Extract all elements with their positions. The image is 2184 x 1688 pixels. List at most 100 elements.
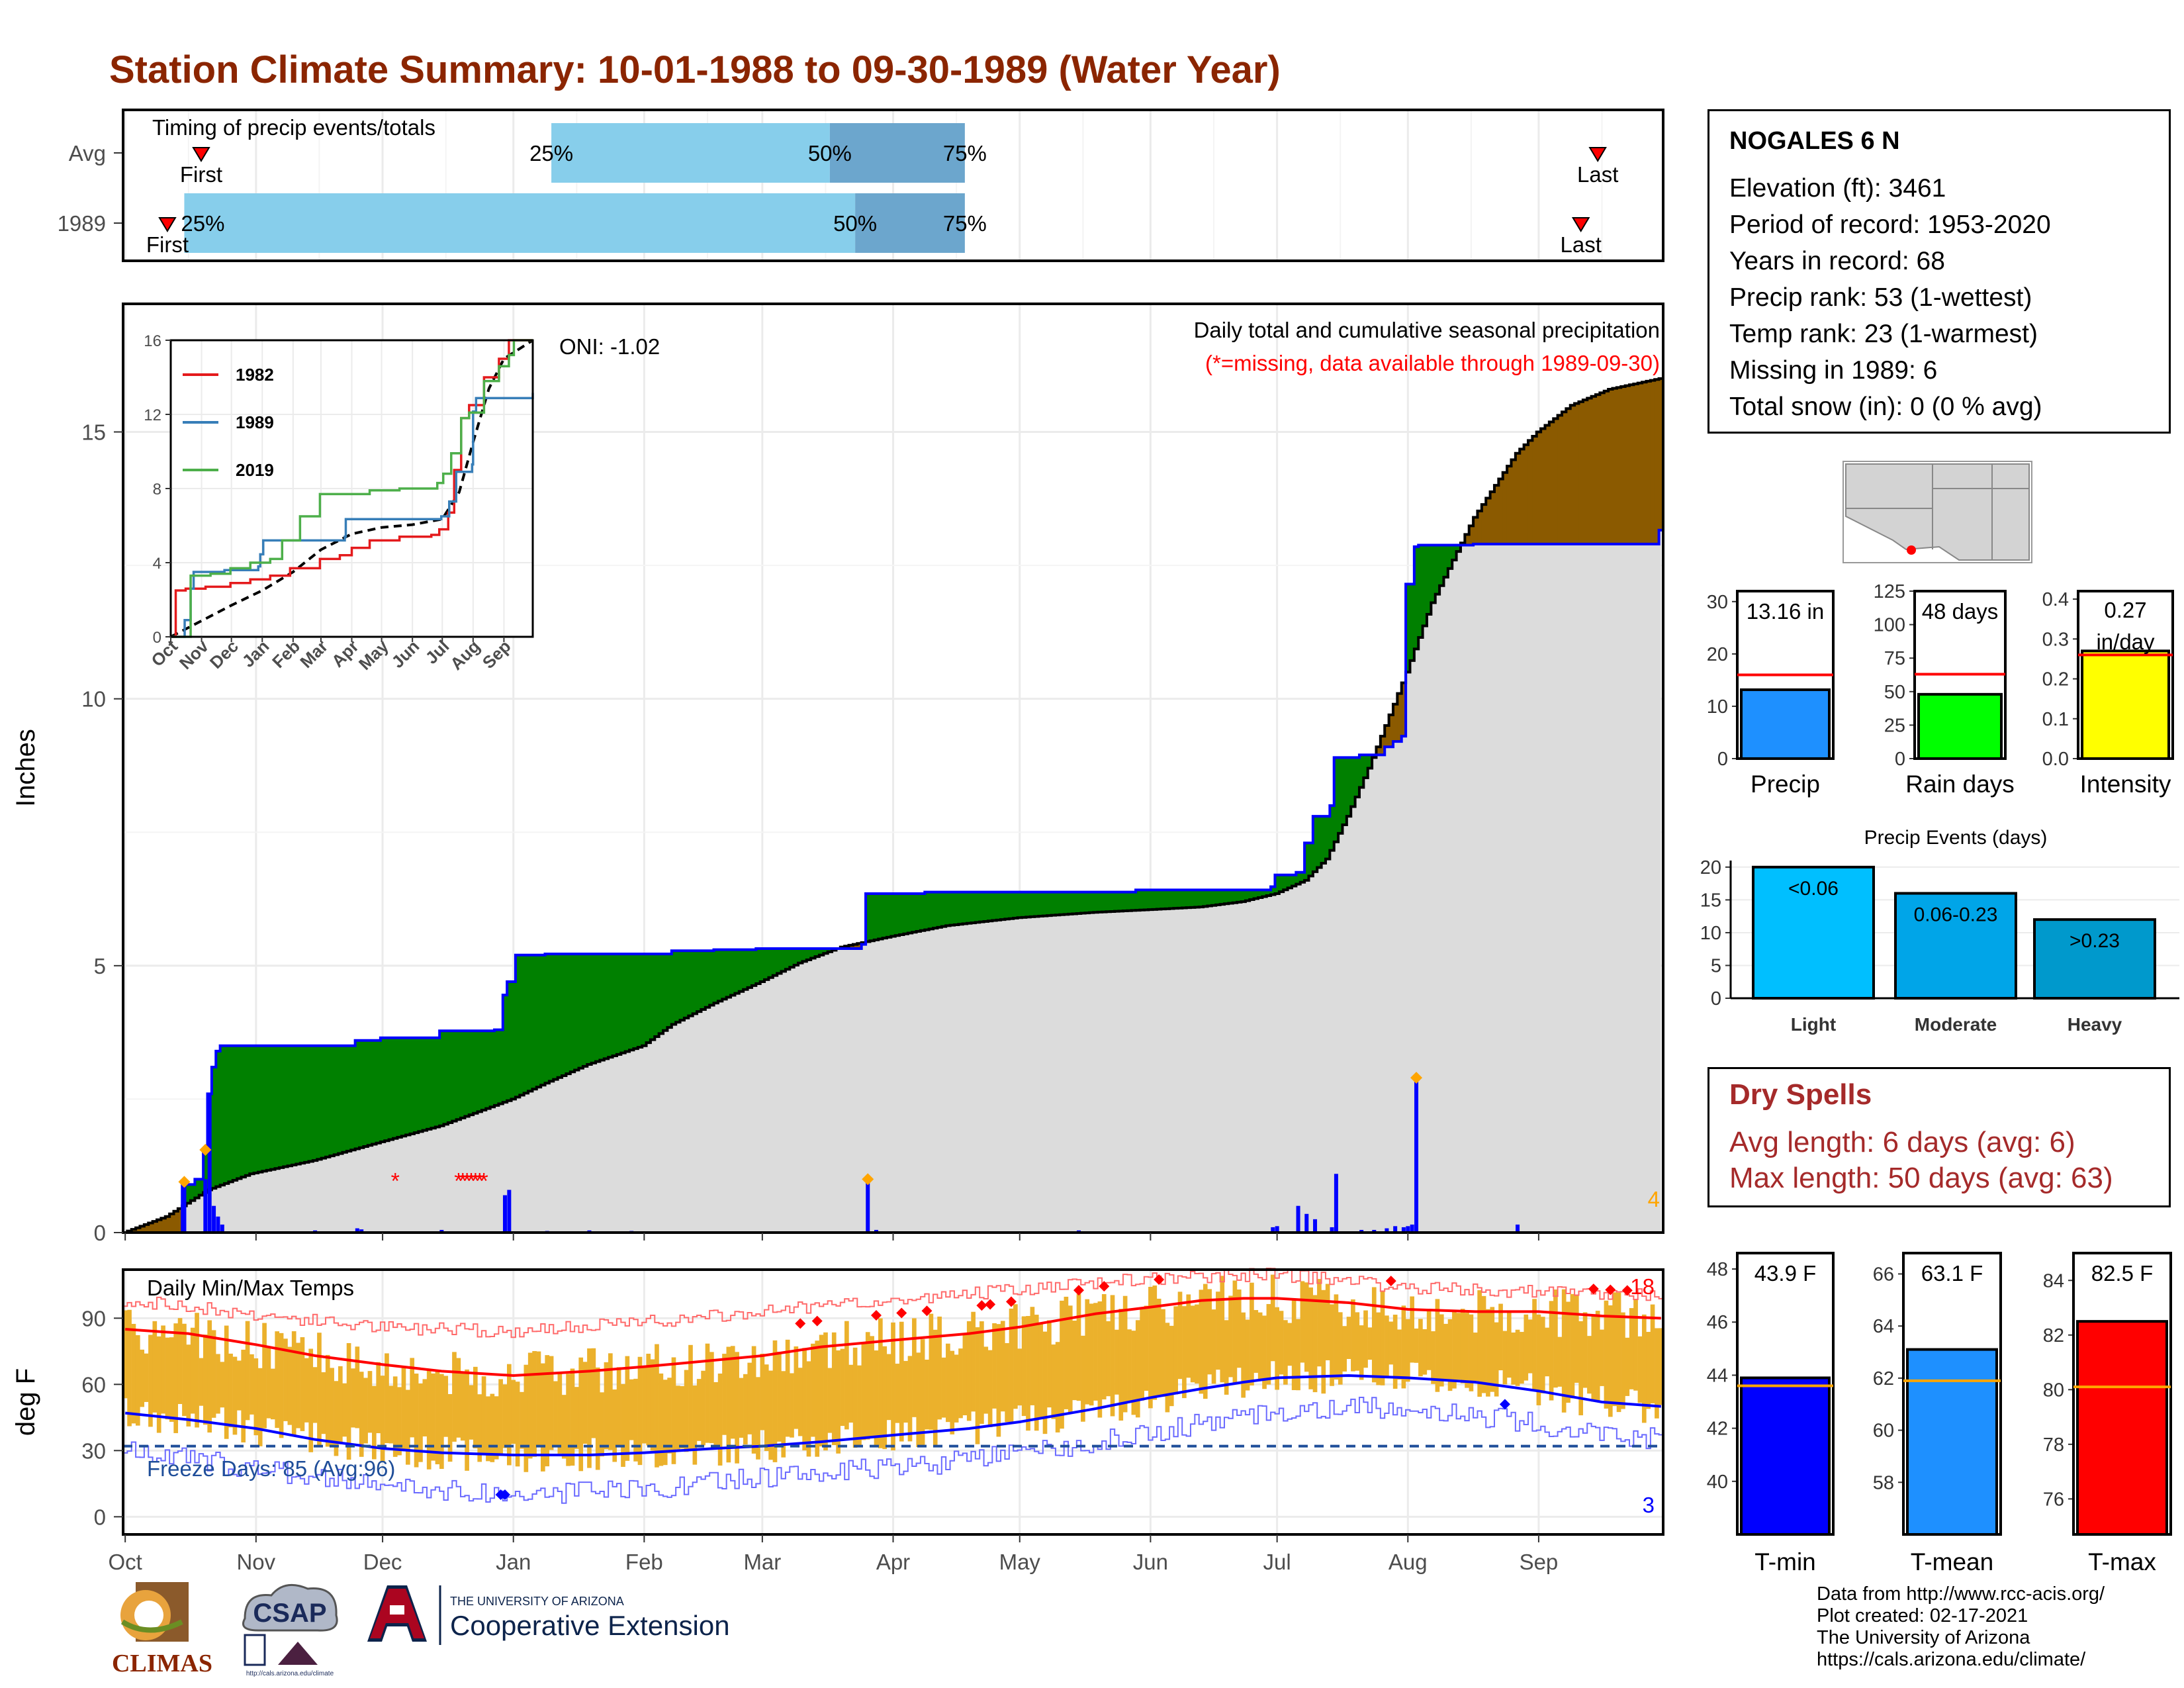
precip-surplus-fill (586, 954, 592, 1065)
precip-surplus-fill (257, 1045, 263, 1172)
precip-surplus-fill (1312, 816, 1318, 872)
temp-daily-bar (1021, 1316, 1026, 1417)
temp-daily-bar (1561, 1289, 1567, 1413)
temp-daily-bar (1351, 1299, 1355, 1372)
t-mean-category-label: T-mean (1911, 1548, 1993, 1575)
temp-daily-bar (392, 1376, 398, 1457)
temp-daily-bar (435, 1370, 440, 1465)
temp-daily-bar (852, 1347, 858, 1448)
precip-surplus-fill (367, 1040, 373, 1146)
inset-y-tick-label: 16 (144, 332, 161, 350)
t-min-y-tick-label: 42 (1707, 1419, 1728, 1440)
precip-surplus-fill (739, 949, 744, 992)
temp-daily-bar (304, 1358, 309, 1423)
temp-y-tick-label: 60 (81, 1372, 106, 1397)
precip-surplus-fill (1186, 890, 1191, 908)
precip-daily-bar (502, 1195, 507, 1233)
precip-surplus-fill (1173, 890, 1179, 909)
precip-surplus-fill (287, 1045, 293, 1166)
precip-surplus-fill (1135, 890, 1140, 911)
inset-legend-label: 1982 (236, 365, 274, 385)
temp-daily-bar (561, 1395, 567, 1459)
precip-surplus-fill (1456, 545, 1461, 552)
temp-daily-bar (1587, 1336, 1592, 1394)
temp-record-low-marker (499, 1489, 510, 1500)
precip-surplus-fill (659, 954, 664, 1034)
temp-daily-bar (768, 1370, 773, 1460)
precip-daily-bar (1385, 1228, 1389, 1233)
temp-daily-bar (262, 1323, 267, 1429)
precip-surplus-fill (1414, 546, 1419, 649)
temp-daily-bar (317, 1333, 322, 1446)
t-mean-bar (1906, 1348, 1998, 1536)
temp-daily-bar (1625, 1337, 1630, 1396)
precip-surplus-fill (494, 1029, 499, 1105)
precip-daily-bar (1313, 1219, 1318, 1233)
precip-surplus-fill (920, 893, 925, 931)
precip-surplus-fill (1000, 892, 1005, 920)
temp-daily-bar (1321, 1289, 1326, 1394)
precip-events-bar-label: <0.06 (1788, 878, 1839, 900)
temp-daily-bar (1232, 1280, 1238, 1384)
precip-surplus-fill (979, 892, 984, 922)
precip-surplus-fill (941, 892, 946, 927)
temp-daily-bar (591, 1348, 596, 1438)
precip-surplus-fill (502, 995, 508, 1103)
precip-surplus-fill (966, 892, 972, 923)
temp-daily-bar (148, 1335, 153, 1427)
precip-surplus-fill (519, 955, 524, 1096)
temp-daily-bar (1616, 1292, 1621, 1413)
temp-daily-bar (486, 1396, 490, 1462)
precip-y-tick-label: 15 (81, 420, 106, 445)
temp-daily-bar (667, 1378, 672, 1454)
intensity-y-tick-label: 0.1 (2042, 709, 2069, 730)
temp-daily-bar (1203, 1284, 1208, 1399)
temp-daily-bar (1490, 1307, 1495, 1392)
temp-daily-bar (1093, 1303, 1098, 1401)
precip-surplus-fill (1093, 892, 1099, 913)
temp-daily-bar (751, 1346, 756, 1454)
precip-surplus-fill (304, 1045, 309, 1162)
temp-daily-bar (1405, 1319, 1410, 1382)
precip-surplus-fill (414, 1037, 419, 1133)
rain-days-y-tick-label: 0 (1895, 749, 1905, 770)
t-mean-y-tick-label: 62 (1873, 1368, 1894, 1389)
precip-deficit-fill (1384, 725, 1389, 747)
precip-surplus-fill (1249, 890, 1254, 900)
temp-daily-bar (473, 1366, 478, 1448)
precip-daily-bar (182, 1184, 187, 1233)
precip-deficit-fill (1515, 453, 1520, 544)
temp-daily-bar (1068, 1305, 1073, 1413)
precip-daily-bar (874, 1229, 878, 1233)
temp-record-high-marker (1588, 1284, 1599, 1295)
precip-surplus-fill (604, 954, 609, 1059)
temp-daily-bar (1072, 1321, 1077, 1401)
t-min-y-tick-label: 46 (1707, 1312, 1728, 1333)
temp-daily-bar (785, 1339, 790, 1437)
temp-daily-bar (1122, 1295, 1128, 1413)
temp-daily-bar (1494, 1322, 1499, 1397)
precip-deficit-fill (1553, 418, 1558, 544)
precip-deficit-fill (1401, 682, 1406, 737)
temp-daily-bar (608, 1353, 613, 1450)
temp-record-high-marker (870, 1310, 882, 1321)
dry-spells-avg: Avg length: 6 days (avg: 6) (1729, 1126, 2075, 1158)
precip-surplus-fill (498, 1029, 504, 1104)
temp-daily-bar (954, 1354, 959, 1423)
precip-surplus-fill (334, 1045, 339, 1155)
temp-daily-bar (376, 1362, 381, 1434)
temp-daily-bar (1165, 1323, 1170, 1413)
temp-daily-bar (1524, 1314, 1529, 1381)
intensity-category-label: Intensity (2080, 771, 2171, 798)
temp-daily-bar (371, 1385, 377, 1460)
precip-surplus-fill (886, 893, 891, 937)
temp-record-high-marker (795, 1318, 806, 1329)
temp-daily-bar (1388, 1321, 1394, 1365)
precip-surplus-fill (878, 893, 883, 939)
precip-surplus-fill (1152, 890, 1158, 910)
precip-surplus-fill (971, 892, 976, 923)
precip-deficit-fill (1502, 472, 1508, 544)
precip-surplus-fill (1220, 890, 1225, 905)
station-precip-rank: Precip rank: 53 (1-wettest) (1729, 283, 2032, 312)
